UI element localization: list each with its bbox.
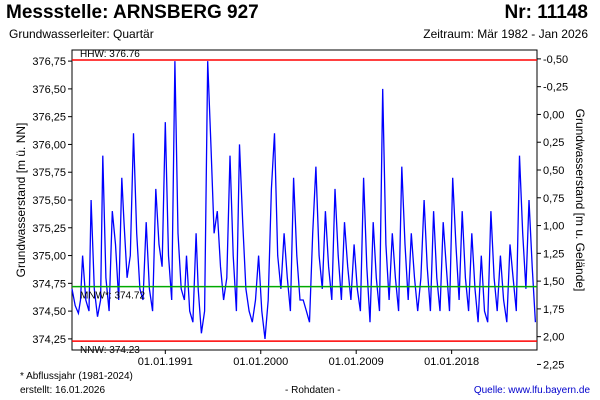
y-tick-label-right: 1,50 xyxy=(543,276,564,288)
y-axis-label-left: Grundwasserstand [m ü. NN] xyxy=(14,123,28,278)
y-tick-label-right: 0,00 xyxy=(543,109,564,121)
reference-line-label: MNW*: 374.72 xyxy=(80,291,145,302)
x-axis: 01.01.1991 01.01.2000 01.01.2009 01.01.2018 xyxy=(138,350,479,368)
x-tick-label: 01.01.2018 xyxy=(424,356,479,368)
x-tick-label: 01.01.1991 xyxy=(138,356,193,368)
y-axis-label-right: Grundwasserstand [m u. Gelände] xyxy=(573,109,587,292)
y-tick-label-left: 376,50 xyxy=(32,84,66,96)
y-tick-label-left: 376,75 xyxy=(32,56,66,68)
raw-data-label: - Rohdaten - xyxy=(285,385,341,396)
period-label: Zeitraum: Mär 1982 - Jan 2026 xyxy=(423,27,588,41)
y-tick-label-right: 2,25 xyxy=(543,359,564,371)
station-title: Messstelle: ARNSBERG 927 xyxy=(6,2,259,23)
y-tick-label-left: 374,25 xyxy=(32,334,66,346)
x-tick-label: 01.01.2000 xyxy=(233,356,288,368)
y-tick-label-right: -0,50 xyxy=(543,54,568,66)
y-tick-label-left: 376,25 xyxy=(32,112,66,124)
y-tick-label-right: 1,00 xyxy=(543,221,564,233)
reference-line-label: HHW: 376.76 xyxy=(80,49,140,60)
y-tick-label-left: 375,50 xyxy=(32,195,66,207)
y-tick-label-right: 2,00 xyxy=(543,332,564,344)
footnote: * Abflussjahr (1981-2024) xyxy=(20,371,133,382)
y-tick-label-right: 1,25 xyxy=(543,248,564,260)
y-tick-label-left: 375,75 xyxy=(32,167,66,179)
y-tick-label-left: 375,00 xyxy=(32,251,66,263)
y-tick-label-left: 374,50 xyxy=(32,306,66,318)
y-tick-label-left: 374,75 xyxy=(32,278,66,290)
source-link[interactable]: Quelle: www.lfu.bayern.de xyxy=(473,385,590,396)
station-number: Nr: 11148 xyxy=(504,2,588,23)
y-tick-label-left: 375,25 xyxy=(32,223,66,235)
y-tick-label-right: 0,75 xyxy=(543,193,564,205)
x-tick-label: 01.01.2009 xyxy=(329,356,384,368)
y-axis-left: 374,25 374,50 374,75 375,00 375,25 375,50 375,… xyxy=(32,56,72,346)
y-tick-label-right: -0,25 xyxy=(543,82,568,94)
y-tick-label-left: 376,00 xyxy=(32,139,66,151)
aquifer-label: Grundwasserleiter: Quartär xyxy=(9,27,154,41)
y-tick-label-right: 0,25 xyxy=(543,137,564,149)
series-group xyxy=(71,61,537,339)
y-axis-right: -0,50 -0,25 0,00 0,25 0,50 0,75 1,00 1,25 1,50 1,… xyxy=(537,54,568,371)
y-tick-label-right: 1,75 xyxy=(543,304,564,316)
reference-line-label: NNW: 374.23 xyxy=(80,345,140,356)
created-date: erstellt: 16.01.2026 xyxy=(20,385,106,396)
y-tick-label-right: 0,50 xyxy=(543,165,564,177)
groundwater-level-line xyxy=(71,61,537,339)
reference-lines: HHW: 376.76 MNW*: 374.72 NNW: 374.23 xyxy=(72,49,537,356)
